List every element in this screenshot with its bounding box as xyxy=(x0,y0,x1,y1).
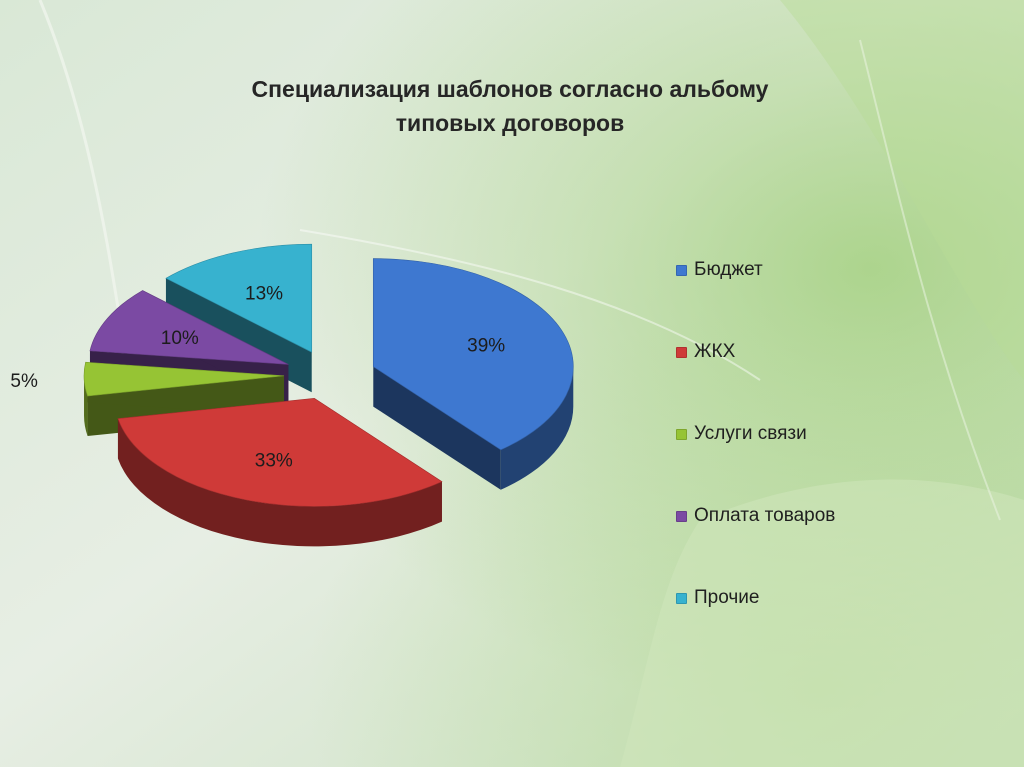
pie-slice-2 xyxy=(117,398,443,547)
legend-swatch xyxy=(676,510,687,522)
legend-label: Прочие xyxy=(694,587,760,608)
legend-swatch xyxy=(676,346,687,358)
pie-slice-4-top xyxy=(89,290,289,365)
pie-slice-2-side xyxy=(117,418,442,547)
data-label-1: 39% xyxy=(467,336,505,357)
pie-slice-3-side xyxy=(84,375,88,437)
legend-label: ЖКХ xyxy=(694,341,736,362)
pie-slice-5-top xyxy=(165,243,313,353)
legend-label: Бюджет xyxy=(694,259,763,280)
legend-item-3: Услуги связи xyxy=(676,422,807,446)
pie-slice-1 xyxy=(372,258,574,490)
legend-item-4: Оплата товаров xyxy=(676,504,835,528)
data-label-3: 5% xyxy=(10,371,38,392)
pie-slice-2-top xyxy=(117,398,443,507)
pie-slice-1-side xyxy=(500,366,574,490)
data-label-5: 13% xyxy=(245,284,283,305)
legend-swatch xyxy=(676,592,687,604)
pie-slice-3-top xyxy=(83,361,285,397)
legend-item-1: Бюджет xyxy=(676,258,763,282)
data-label-2: 33% xyxy=(255,450,293,471)
chart-title: Специализация шаблонов согласно альбому … xyxy=(150,72,870,140)
chart-title-line-1: Специализация шаблонов согласно альбому xyxy=(251,76,769,102)
pie-slice-1-top xyxy=(372,258,574,451)
legend-label: Оплата товаров xyxy=(694,505,836,526)
pie-slice-1-wall-2 xyxy=(373,366,501,490)
legend-swatch xyxy=(676,264,687,276)
chart-title-line-2: типовых договоров xyxy=(395,110,625,136)
legend-item-5: Прочие xyxy=(676,586,759,610)
legend-label: Услуги связи xyxy=(694,423,807,444)
legend-item-2: ЖКХ xyxy=(676,340,735,364)
legend-swatch xyxy=(676,428,687,440)
data-label-4: 10% xyxy=(161,328,199,349)
